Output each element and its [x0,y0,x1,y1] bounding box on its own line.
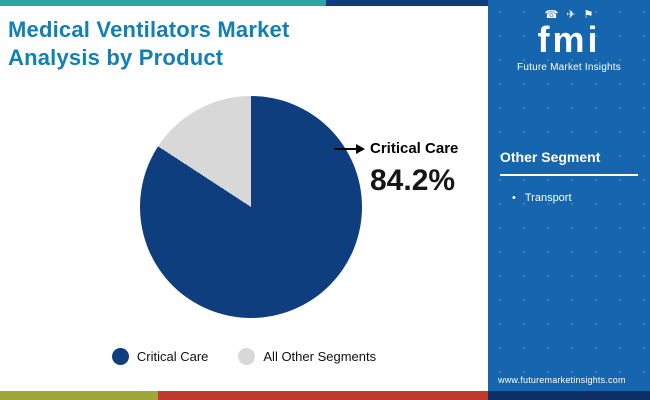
other-segment-title: Other Segment [500,148,601,165]
flag-icon: ⚑ [583,9,594,21]
pie-chart [140,96,362,318]
bottom-stripe [0,391,650,400]
section-divider [500,173,638,176]
legend: Critical Care All Other Segments [0,348,488,365]
phone-icon: ☎ [544,9,559,21]
fmi-logo-icons: ☎ ✈ ⚑ [488,9,650,22]
annotation-label: Critical Care [370,140,459,157]
brand-name: Future Market Insights [517,61,621,73]
annotation-row: Critical Care [334,140,458,157]
annotation-arrow-line [334,147,356,150]
header: Medical Ventilators Market Analysis by P… [0,6,488,72]
legend-label-all-other-segments: All Other Segments [263,349,377,364]
annotation-critical-care: Critical Care 84.2% [334,140,458,198]
sidebar: ☎ ✈ ⚑ fmi Future Market Insights Other S… [488,0,650,400]
fmi-logo-text: fmi [537,19,601,60]
pie-chart-area: Critical Care 84.2% Critical Care All Ot… [0,88,488,391]
top-stripe-navy-segment [326,0,488,6]
list-item-transport: • Transport [500,192,638,204]
legend-swatch-all-other-segments [238,348,256,365]
annotation-value: 84.2% [370,164,456,197]
legend-label-critical-care: Critical Care [136,349,209,364]
top-stripe [0,0,488,6]
bottom-stripe-red-segment [158,391,488,400]
bottom-stripe-green-segment [0,391,158,400]
bullet-icon: • [512,191,516,204]
legend-item-all-other-segments: All Other Segments [238,348,376,365]
website-url: www.futuremarketinsights.com [498,375,626,385]
other-segment-section: Other Segment • Transport [488,149,650,204]
legend-swatch-critical-care [111,348,129,365]
legend-item-critical-care: Critical Care [111,348,209,365]
list-item-label: Transport [524,191,572,204]
top-stripe-teal-segment [0,0,326,6]
fmi-logo: ☎ ✈ ⚑ fmi Future Market Insights [488,0,650,73]
page-title-line1: Medical Ventilators Market [8,17,290,42]
chart-column: Medical Ventilators Market Analysis by P… [0,0,488,391]
page-title: Medical Ventilators Market Analysis by P… [8,16,480,72]
page-title-line2: Analysis by Product [8,45,224,71]
bottom-stripe-navy-segment [488,391,650,400]
plane-icon: ✈ [566,9,576,21]
annotation-arrow-icon [356,143,365,154]
